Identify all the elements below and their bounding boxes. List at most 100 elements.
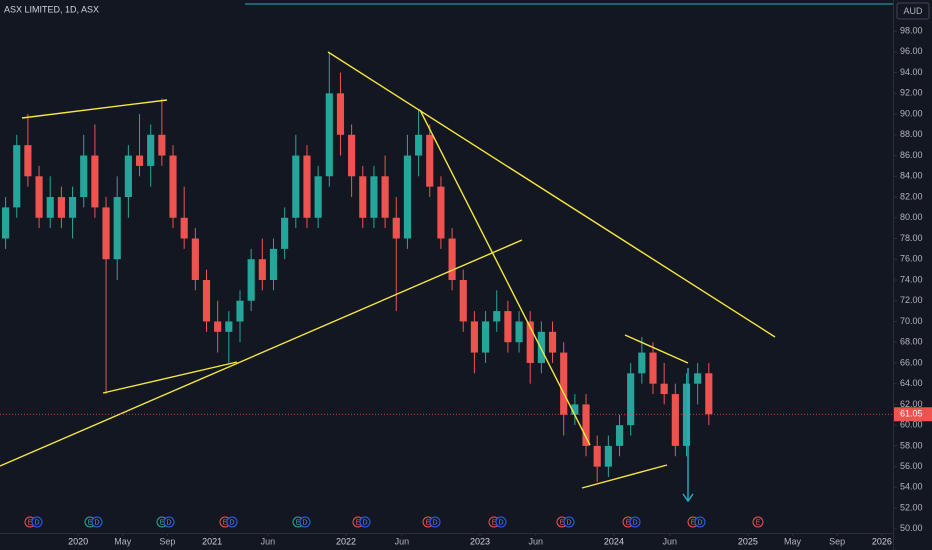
candle-body xyxy=(671,394,679,446)
event-label: E xyxy=(223,519,228,526)
candle-body xyxy=(348,134,356,177)
event-icon xyxy=(629,516,641,528)
candle-body xyxy=(68,197,77,218)
candle-body xyxy=(13,145,21,208)
trend-line xyxy=(581,464,668,489)
candle-body xyxy=(403,155,412,239)
x-tick-label: 2025 xyxy=(738,536,758,546)
candle-body xyxy=(448,238,456,280)
candle-body xyxy=(57,197,65,218)
candle-body xyxy=(571,404,579,415)
candles xyxy=(2,51,713,483)
event-label: E xyxy=(756,519,761,526)
event-icon xyxy=(752,516,764,528)
candle-body xyxy=(548,331,557,353)
event-label: D xyxy=(697,519,702,526)
y-tick-label: 80.00 xyxy=(900,212,923,222)
candle-body xyxy=(113,197,121,260)
event-label: E xyxy=(426,519,431,526)
candle-body xyxy=(459,279,467,322)
candle-body xyxy=(225,321,233,332)
y-tick-label: 54.00 xyxy=(900,482,923,492)
x-tick-label: May xyxy=(784,536,802,546)
x-tick-label: Jun xyxy=(395,536,410,546)
candle-body xyxy=(437,186,445,239)
candle-body xyxy=(649,352,657,384)
candle-body xyxy=(470,321,478,353)
x-tick-label: May xyxy=(114,536,132,546)
candle-body xyxy=(415,134,423,156)
candle-body xyxy=(660,383,668,395)
y-tick-label: 84.00 xyxy=(900,171,923,181)
candle-body xyxy=(292,155,300,218)
y-tick-label: 60.00 xyxy=(900,420,923,430)
y-tick-label: 96.00 xyxy=(900,46,923,56)
y-tick-label: 90.00 xyxy=(900,108,923,118)
event-label: E xyxy=(560,519,565,526)
event-label: D xyxy=(302,519,307,526)
candle-body xyxy=(682,383,691,446)
candle-body xyxy=(91,155,99,208)
event-label: E xyxy=(356,519,361,526)
x-tick-label: Jun xyxy=(662,536,677,546)
candle-body xyxy=(392,217,400,239)
candle-body xyxy=(191,238,199,280)
event-label: D xyxy=(566,519,571,526)
y-tick-label: 82.00 xyxy=(900,191,923,201)
candle-body xyxy=(303,155,311,218)
candle-body xyxy=(214,321,222,332)
y-tick-label: 86.00 xyxy=(900,150,923,160)
event-label: D xyxy=(166,519,171,526)
event-label: D xyxy=(34,519,39,526)
y-tick-label: 58.00 xyxy=(900,440,923,450)
candle-body xyxy=(247,259,255,301)
event-icon xyxy=(91,516,103,528)
candle-body xyxy=(370,176,378,218)
candle-body xyxy=(504,311,512,343)
currency-box[interactable] xyxy=(896,2,930,20)
trend-line xyxy=(327,51,776,338)
trend-line xyxy=(0,239,523,467)
candle-body xyxy=(638,352,646,374)
candle-body xyxy=(515,321,523,343)
candle-body xyxy=(269,248,278,280)
y-tick-label: 92.00 xyxy=(900,88,923,98)
candle-body xyxy=(493,311,501,322)
candle-body xyxy=(582,404,590,446)
event-icon xyxy=(563,516,575,528)
chart-title: ASX LIMITED, 1D, ASX xyxy=(4,4,99,14)
last-price-tag xyxy=(894,407,932,422)
event-label: D xyxy=(632,519,637,526)
event-label: E xyxy=(691,519,696,526)
event-icon xyxy=(359,516,371,528)
drawings xyxy=(0,51,776,503)
y-tick-label: 98.00 xyxy=(900,25,923,35)
y-tick-label: 64.00 xyxy=(900,378,923,388)
candle-body xyxy=(560,352,568,415)
candle-body xyxy=(147,134,155,166)
trend-line xyxy=(21,99,168,119)
trend-line xyxy=(624,334,689,364)
event-icon xyxy=(226,516,238,528)
candle-body xyxy=(80,155,88,198)
y-tick-label: 78.00 xyxy=(900,233,923,243)
event-label: D xyxy=(362,519,367,526)
candle-body xyxy=(2,207,10,239)
event-label: D xyxy=(229,519,234,526)
currency[interactable]: AUD xyxy=(903,6,923,16)
last-price-label: 61.05 xyxy=(900,409,923,419)
candle-body xyxy=(694,373,702,384)
candle-body xyxy=(336,93,345,135)
event-label: E xyxy=(296,519,301,526)
event-icon xyxy=(495,516,507,528)
y-tick-label: 68.00 xyxy=(900,337,923,347)
event-label: E xyxy=(88,519,93,526)
candle-body xyxy=(180,217,188,239)
candle-body xyxy=(705,373,713,415)
x-tick-label: 2022 xyxy=(336,536,356,546)
x-tick-label: Jun xyxy=(261,536,276,546)
candle-body xyxy=(46,197,54,218)
x-tick-label: 2023 xyxy=(470,536,490,546)
candle-body xyxy=(236,300,244,322)
